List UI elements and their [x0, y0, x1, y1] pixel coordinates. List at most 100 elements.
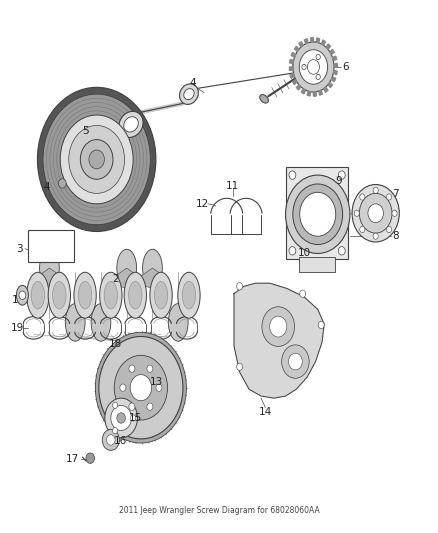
- Polygon shape: [297, 85, 301, 90]
- Circle shape: [147, 403, 153, 410]
- Circle shape: [69, 125, 124, 193]
- Wedge shape: [35, 268, 64, 288]
- Circle shape: [19, 291, 26, 300]
- Circle shape: [113, 427, 118, 434]
- Polygon shape: [290, 59, 293, 63]
- Circle shape: [354, 210, 359, 216]
- Circle shape: [262, 306, 294, 346]
- Ellipse shape: [124, 272, 146, 318]
- Circle shape: [129, 403, 135, 410]
- Circle shape: [289, 171, 296, 179]
- Ellipse shape: [260, 94, 268, 103]
- Ellipse shape: [74, 272, 96, 318]
- Circle shape: [60, 115, 133, 204]
- Circle shape: [237, 282, 243, 290]
- Polygon shape: [324, 87, 328, 92]
- Circle shape: [359, 193, 392, 233]
- Ellipse shape: [91, 304, 111, 341]
- Circle shape: [237, 363, 243, 370]
- Circle shape: [386, 227, 392, 232]
- Ellipse shape: [143, 249, 162, 287]
- Polygon shape: [311, 38, 314, 42]
- Circle shape: [289, 247, 296, 255]
- Ellipse shape: [184, 88, 194, 100]
- Circle shape: [105, 398, 138, 438]
- Polygon shape: [234, 283, 324, 398]
- Ellipse shape: [27, 272, 49, 318]
- Polygon shape: [293, 79, 297, 85]
- Text: 10: 10: [297, 248, 311, 259]
- Circle shape: [360, 227, 365, 232]
- Polygon shape: [333, 70, 337, 75]
- Polygon shape: [321, 40, 325, 45]
- Polygon shape: [299, 42, 303, 47]
- Text: 4: 4: [43, 182, 50, 191]
- Ellipse shape: [117, 249, 137, 287]
- Polygon shape: [304, 39, 308, 44]
- Text: 9: 9: [335, 176, 342, 186]
- Circle shape: [286, 175, 350, 254]
- Circle shape: [307, 60, 319, 74]
- Circle shape: [113, 402, 118, 408]
- Polygon shape: [334, 63, 337, 67]
- Text: 19: 19: [11, 323, 24, 333]
- Circle shape: [360, 194, 365, 200]
- Text: 2: 2: [112, 274, 118, 284]
- Polygon shape: [290, 67, 293, 70]
- Circle shape: [147, 365, 153, 373]
- Circle shape: [111, 406, 131, 431]
- Polygon shape: [330, 50, 334, 54]
- Ellipse shape: [119, 111, 143, 138]
- Ellipse shape: [182, 281, 196, 309]
- Circle shape: [270, 316, 287, 337]
- Ellipse shape: [65, 304, 85, 341]
- Polygon shape: [291, 52, 296, 57]
- Text: 5: 5: [82, 126, 88, 136]
- Polygon shape: [332, 56, 337, 60]
- Ellipse shape: [150, 272, 172, 318]
- Circle shape: [352, 184, 399, 242]
- Wedge shape: [138, 268, 166, 288]
- Polygon shape: [307, 91, 311, 96]
- Circle shape: [373, 187, 378, 193]
- Polygon shape: [301, 88, 305, 94]
- Ellipse shape: [48, 272, 71, 318]
- Circle shape: [316, 74, 320, 79]
- Polygon shape: [328, 83, 332, 87]
- Ellipse shape: [168, 304, 188, 341]
- Ellipse shape: [100, 272, 122, 318]
- Ellipse shape: [31, 281, 45, 309]
- Circle shape: [373, 233, 378, 239]
- Circle shape: [58, 179, 66, 188]
- Text: 3: 3: [17, 244, 23, 254]
- Text: 14: 14: [259, 407, 272, 417]
- Circle shape: [156, 384, 162, 391]
- Circle shape: [106, 435, 115, 445]
- Text: 2011 Jeep Wrangler Screw Diagram for 68028060AA: 2011 Jeep Wrangler Screw Diagram for 680…: [119, 506, 319, 515]
- Text: 1: 1: [12, 295, 18, 305]
- Wedge shape: [113, 268, 141, 288]
- Circle shape: [114, 356, 167, 420]
- Circle shape: [293, 184, 343, 245]
- Ellipse shape: [16, 285, 28, 305]
- Circle shape: [131, 415, 136, 421]
- Circle shape: [318, 321, 324, 329]
- Polygon shape: [294, 46, 299, 52]
- Circle shape: [300, 192, 336, 236]
- Circle shape: [302, 64, 306, 70]
- Text: 18: 18: [109, 339, 122, 349]
- Text: 15: 15: [129, 413, 142, 423]
- Polygon shape: [326, 44, 330, 49]
- Circle shape: [392, 210, 397, 216]
- Text: 16: 16: [114, 437, 127, 447]
- Circle shape: [299, 50, 328, 84]
- Text: 6: 6: [343, 62, 349, 72]
- Circle shape: [316, 54, 320, 60]
- Circle shape: [80, 140, 113, 179]
- Circle shape: [89, 150, 104, 169]
- Circle shape: [338, 171, 345, 179]
- Circle shape: [43, 94, 150, 225]
- Ellipse shape: [129, 281, 142, 309]
- Polygon shape: [316, 38, 320, 43]
- Polygon shape: [290, 74, 294, 78]
